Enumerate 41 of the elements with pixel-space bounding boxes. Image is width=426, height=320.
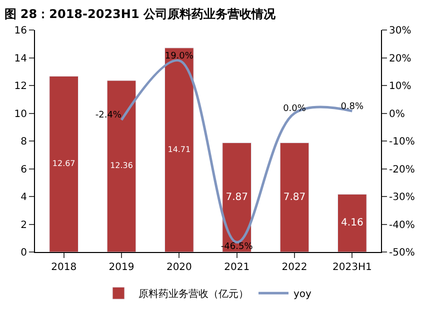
y-tick-label: 6 <box>20 164 27 176</box>
x-tick-label: 2020 <box>166 262 192 273</box>
data-label: 7.87 <box>226 192 248 203</box>
bar <box>338 194 367 252</box>
bar <box>49 76 78 252</box>
y2-tick-label: -20% <box>389 164 415 176</box>
data-label: 7.87 <box>283 192 306 203</box>
y2-tick-label: 20% <box>389 53 412 64</box>
data-label: 4.16 <box>341 218 364 229</box>
data-label: 19.0% <box>164 51 194 62</box>
bar <box>280 142 310 252</box>
legend-label: yoy <box>294 289 312 300</box>
data-label: 0.8% <box>340 102 364 112</box>
y2-tick-label: -50% <box>389 248 415 258</box>
data-label: 0.0% <box>283 104 306 114</box>
y2-tick-label: -10% <box>389 136 415 148</box>
y-tick-label: 16 <box>14 26 27 36</box>
data-label: 14.71 <box>168 144 191 154</box>
y-tick-label: 4 <box>20 192 27 203</box>
y-tick-label: 10 <box>14 108 27 120</box>
x-tick-label: 2018 <box>51 262 77 273</box>
y-tick-label: 8 <box>20 136 27 148</box>
data-label: 12.67 <box>52 159 76 168</box>
y2-tick-label: -30% <box>389 192 415 203</box>
y2-tick-label: 30% <box>389 26 412 36</box>
y-tick-label: 12 <box>14 81 27 92</box>
bar <box>164 48 194 252</box>
x-tick-label: 2019 <box>108 262 134 273</box>
y-tick-label: 2 <box>20 220 27 231</box>
y2-tick-label: -40% <box>389 220 415 231</box>
y-tick-label: 14 <box>14 53 27 64</box>
data-label: 12.36 <box>110 161 133 170</box>
bar <box>222 142 252 252</box>
legend-label: 原料药业务营收（亿元） <box>138 288 248 300</box>
chart-title: 图 28：2018-2023H1 公司原料药业务营收情况 <box>4 7 276 21</box>
x-tick-label: 2022 <box>282 262 308 273</box>
x-tick-label: 2023H1 <box>332 262 372 273</box>
y2-tick-label: 0% <box>389 108 405 120</box>
y-tick-label: 0 <box>20 248 27 258</box>
y2-tick-label: 10% <box>389 81 412 92</box>
x-tick-label: 2021 <box>224 262 250 273</box>
